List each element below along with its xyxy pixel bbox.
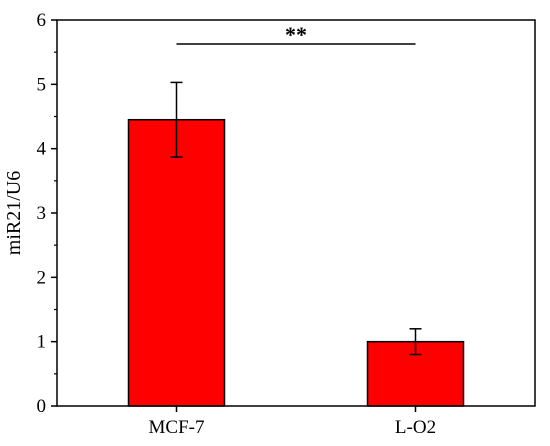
y-tick-label: 3: [37, 203, 47, 224]
y-axis-title: miR21/U6: [3, 171, 25, 255]
bars-layer: [127, 118, 465, 407]
significance-group: **: [176, 22, 416, 47]
y-tick-label: 5: [37, 74, 47, 95]
errorbars-layer: [170, 81, 422, 356]
x-tick-label: L-O2: [395, 417, 436, 438]
bar-mcf-7: [127, 118, 226, 407]
y-axis: 0 1 2 3 4 5 6: [37, 10, 57, 417]
y-tick-label: 6: [37, 10, 47, 31]
y-tick-label: 2: [37, 267, 47, 288]
x-axis: MCF-7 L-O2: [149, 406, 436, 438]
x-tick-label: MCF-7: [149, 417, 205, 438]
significance-label: **: [285, 22, 307, 47]
y-tick-label: 1: [37, 332, 47, 353]
y-tick-label: 4: [37, 139, 47, 160]
y-tick-label: 0: [37, 396, 47, 417]
